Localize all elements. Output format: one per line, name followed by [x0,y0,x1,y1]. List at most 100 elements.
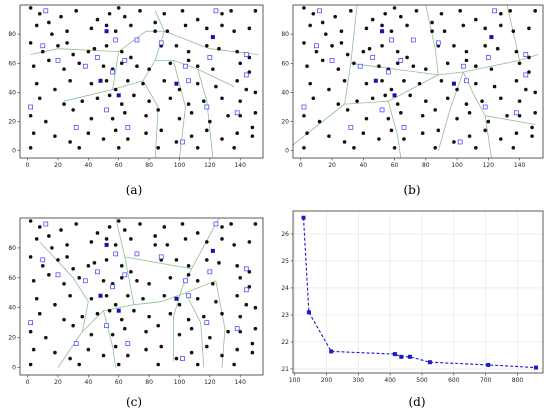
anchor-node [158,254,164,260]
y-tick-label: 20 [8,335,16,342]
sensor-node [201,99,206,103]
partition-boundary [173,268,192,362]
sensor-node [474,17,478,22]
y-tick-label: 80 [8,31,16,38]
sensor-node [195,64,200,68]
sensor-node [189,326,194,331]
sensor-node [345,108,350,112]
sensor-node [80,314,85,319]
partition-boundary [164,30,259,55]
anchor-node [389,37,394,43]
sensor-node [220,353,224,358]
sensor-node [226,329,230,334]
sensor-node [247,240,252,244]
sensor-node [342,140,347,144]
sensor-node [514,131,519,136]
sensor-node [65,41,69,45]
x-tick-label: 100 [451,162,463,169]
sensor-node [107,308,112,313]
sensor-node [389,128,394,133]
sensor-node [352,146,356,150]
sensor-node [383,11,387,16]
sensor-node [168,96,173,101]
sensor-node [253,90,258,95]
sensor-node [253,222,258,226]
anchor-node [243,287,249,293]
y-tick-label: 0 [285,148,289,155]
partition-boundary [462,71,492,158]
sensor-node [217,261,221,265]
sensor-node [62,317,66,322]
anchor-node [243,72,249,78]
sensor-node [474,81,478,86]
anchor-node [113,37,119,43]
selected-node [210,248,215,253]
sensor-node [174,140,179,144]
sensor-node [229,222,233,226]
sensor-node [461,23,466,28]
sensor-node [74,9,78,13]
sensor-node [89,332,94,337]
sensor-node [352,61,356,66]
sensor-node [361,49,366,54]
sensor-node [458,9,462,13]
sensor-node [355,99,359,103]
sensor-node [68,140,72,144]
anchor-node [73,341,79,346]
partition-boundary [215,280,226,368]
sensor-node [342,78,347,83]
sensor-node [71,267,75,271]
sensor-node [330,44,334,48]
sensor-node [511,29,516,34]
sensor-node [37,225,42,229]
x-tick-label: 20 [54,162,62,169]
sensor-node [77,61,82,66]
x-tick-label: 80 [422,162,430,169]
sensor-node [165,29,170,34]
sensor-node [31,279,36,283]
sensor-node [183,237,188,241]
sensor-node [220,23,224,28]
sensor-node [156,362,161,367]
sensor-node [144,329,148,334]
panel-label-d: (d) [408,395,425,409]
sensor-node [119,102,124,106]
sensor-node [89,240,94,244]
sensor-node [380,23,384,28]
sensor-node [144,347,148,352]
sensor-node [53,87,57,92]
sensor-node [159,344,164,349]
sensor-node [31,131,36,136]
sensor-node [65,243,69,247]
sensor-node [71,323,75,328]
data-point [306,310,311,315]
sensor-node [250,134,255,138]
partition-boundary [103,310,117,368]
sensor-node [95,231,100,235]
sensor-node [305,64,309,68]
sensor-node [505,113,509,118]
sensor-node [126,293,130,298]
sensor-node [34,237,39,241]
anchor-node [213,221,219,227]
sensor-node [53,302,57,307]
sensor-node [455,116,459,121]
sensor-node [65,255,69,259]
anchor-node [186,78,191,84]
sensor-node [180,9,185,13]
anchor-node [234,326,240,331]
data-point [407,354,412,359]
sensor-node [411,64,416,68]
sensor-node [474,64,478,68]
sensor-node [308,23,312,28]
sensor-node [339,41,344,45]
panel-b-voronoi-scatter: 0 20 40 60 80 100 120 140 0 20 40 60 80 [281,4,544,169]
x-tick-label: 800 [512,377,524,384]
sensor-node [439,78,444,83]
sensor-node [147,99,151,103]
selected-node [116,308,121,313]
sensor-node [235,131,239,136]
sensor-node [68,356,72,361]
anchor-node [348,125,354,130]
